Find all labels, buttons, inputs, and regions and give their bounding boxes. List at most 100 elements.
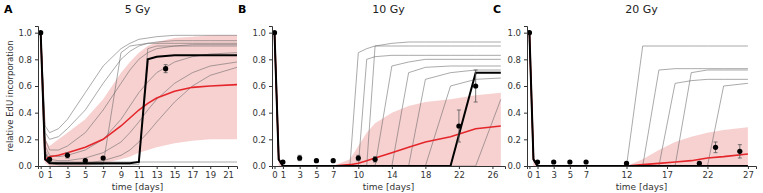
x-tick: 21: [223, 166, 234, 180]
y-axis-line: [269, 27, 273, 167]
x-tick-label: 14: [387, 170, 398, 180]
x-tick-label: 22: [454, 170, 465, 180]
y-tick-label: 0.8: [252, 55, 266, 65]
simulation-line: [529, 33, 747, 166]
x-tick-label: 22: [703, 170, 714, 180]
x-tick: 7: [584, 166, 589, 180]
y-axis-line: [524, 27, 528, 167]
x-tick-label: 10: [353, 170, 364, 180]
data-point: [314, 158, 319, 163]
x-tick: 15: [170, 166, 181, 180]
y-axis: 0.00.20.40.60.81.0: [252, 27, 272, 172]
x-tick-mark: [192, 166, 193, 169]
error-bar: [373, 157, 377, 162]
x-tick-label: 0: [272, 170, 277, 180]
y-tick-label: 0.8: [507, 55, 521, 65]
x-tick-mark: [103, 166, 104, 169]
data-point: [163, 66, 168, 71]
data-point: [551, 159, 556, 164]
y-tick: 0.6: [252, 81, 272, 91]
x-tick-label: 9: [119, 170, 124, 180]
y-tick-label: 0.8: [18, 55, 32, 65]
x-tick-mark: [707, 166, 708, 169]
x-tick: 18: [420, 166, 431, 180]
y-tick-mark: [35, 166, 38, 167]
x-tick-label: 7: [101, 170, 106, 180]
y-tick-label: 0.6: [507, 81, 521, 91]
x-axis-line: [273, 167, 506, 170]
simulation-line: [41, 33, 237, 150]
x-tick: 22: [454, 166, 465, 180]
y-tick-mark: [524, 166, 527, 167]
data-point: [101, 155, 106, 160]
y-tick-label: 0.6: [252, 81, 266, 91]
x-tick: 1: [47, 166, 52, 180]
data-point: [624, 161, 629, 166]
x-axis-line: [528, 167, 757, 170]
y-tick-mark: [35, 139, 38, 140]
data-point: [567, 159, 572, 164]
y-tick: 0.2: [18, 135, 38, 145]
y-tick-label: 0.2: [252, 135, 266, 145]
y-tick: 0.0: [507, 161, 527, 171]
panel-label: B: [238, 3, 246, 16]
y-tick-mark: [269, 166, 272, 167]
plot-area: [527, 30, 748, 166]
x-tick: 5: [314, 166, 319, 180]
error-bar: [714, 142, 718, 153]
y-tick-mark: [269, 33, 272, 34]
x-axis-title: time [days]: [363, 182, 414, 192]
y-tick-mark: [35, 86, 38, 87]
x-tick-mark: [586, 166, 587, 169]
summary-line: [275, 33, 501, 166]
y-tick-mark: [524, 86, 527, 87]
y-tick-mark: [524, 139, 527, 140]
simulation-line: [529, 33, 747, 166]
x-tick-mark: [121, 166, 122, 169]
x-axis: 013571014182226: [272, 166, 505, 180]
data-point: [713, 145, 718, 150]
x-tick-label: 18: [420, 170, 431, 180]
x-tick-label: 19: [205, 170, 216, 180]
x-tick-label: 5: [314, 170, 319, 180]
x-tick-label: 17: [662, 170, 673, 180]
x-tick: 14: [387, 166, 398, 180]
y-tick-label: 0.0: [18, 161, 32, 171]
x-tick-label: 1: [281, 170, 286, 180]
x-axis-title: time [days]: [112, 182, 163, 192]
error-bar: [738, 145, 742, 158]
panel-label: A: [4, 3, 13, 16]
y-axis: 0.00.20.40.60.81.0: [18, 27, 38, 172]
y-tick: 0.0: [252, 161, 272, 171]
chart-title: 5 Gy: [125, 3, 151, 16]
x-tick: 3: [65, 166, 70, 180]
simulation-line: [529, 33, 747, 166]
y-tick-mark: [35, 33, 38, 34]
x-tick: 1: [535, 166, 540, 180]
summary-line: [529, 33, 747, 166]
y-tick-label: 0.6: [18, 81, 32, 91]
data-point: [535, 159, 540, 164]
error-bar: [474, 70, 478, 102]
y-tick: 0.8: [507, 55, 527, 65]
x-tick-mark: [67, 166, 68, 169]
summary-line: [41, 33, 237, 160]
x-tick: 0: [527, 166, 532, 180]
y-tick: 0.2: [252, 135, 272, 145]
x-tick-mark: [139, 166, 140, 169]
x-tick-mark: [210, 166, 211, 169]
chart-title: 10 Gy: [372, 3, 405, 16]
data-point: [356, 155, 361, 160]
x-tick-label: 1: [47, 170, 52, 180]
simulation-line: [41, 33, 237, 161]
x-tick-mark: [175, 166, 176, 169]
y-tick-mark: [269, 113, 272, 114]
x-tick: 26: [488, 166, 499, 180]
data-point: [331, 158, 336, 163]
y-tick-label: 1.0: [507, 28, 521, 38]
x-tick-label: 17: [187, 170, 198, 180]
x-tick-mark: [85, 166, 86, 169]
y-tick-mark: [524, 113, 527, 114]
confidence-band: [41, 33, 237, 166]
x-tick-label: 7: [584, 170, 589, 180]
